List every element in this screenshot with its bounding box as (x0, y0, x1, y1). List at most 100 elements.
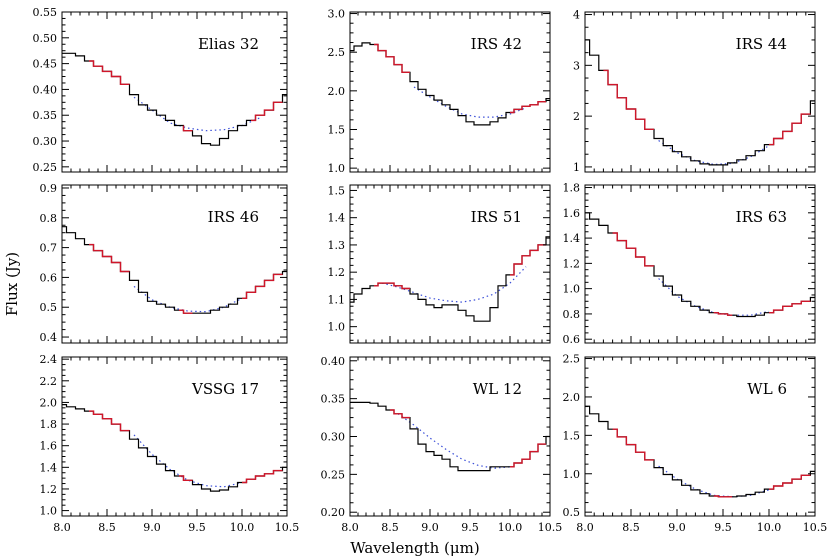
x-axis-title: Wavelength (μm) (350, 539, 479, 557)
spectrum-line (585, 212, 815, 318)
y-tick-label: 0.30 (321, 431, 346, 444)
panel-frame (349, 11, 551, 173)
x-tick-label: 8.5 (381, 521, 399, 534)
fit-region-1 (390, 409, 410, 419)
panel-title: IRS 44 (736, 35, 787, 53)
fit-region-1 (603, 69, 654, 130)
continuum-line (381, 266, 527, 303)
panel-frame (349, 184, 551, 344)
panel-grid: 0.25 0.30 0.35 0.40 0.45 0.50 0.55 Elias 32 1.0 1… (33, 6, 828, 534)
y-tick-label: 0.55 (33, 6, 58, 19)
y-tick-label: 1.2 (328, 266, 346, 279)
continuum-line (658, 139, 770, 166)
fit-region-3 (769, 300, 811, 314)
y-tick-label: 1.0 (328, 321, 346, 334)
y-tick-label: 1.2 (40, 483, 58, 496)
panel-title: WL 6 (747, 380, 787, 398)
y-tick-label: 2.2 (40, 375, 58, 388)
y-tick-label: 2.0 (40, 396, 58, 409)
continuum-line (133, 96, 261, 132)
fit-region-2 (510, 244, 546, 276)
panel-9: 8.0 8.5 9.0 9.5 10.0 10.5 0.5 1.0 1.5 2.0 2.5 WL 6 (563, 353, 828, 534)
panel-8: 8.0 8.5 9.0 9.5 10.0 10.5 0.20 0.25 0.30 0.35 0.40… (321, 355, 563, 534)
x-tick-label: 9.5 (714, 521, 732, 534)
y-tick-label: 0.50 (33, 32, 58, 45)
x-tick-label: 8.0 (576, 521, 594, 534)
fit-region-1 (89, 60, 130, 85)
fit-region-3 (242, 273, 283, 299)
panel-3: 1 2 3 4 IRS 44 (573, 9, 816, 174)
y-tick-label: 3.0 (328, 8, 346, 21)
y-tick-label: 1.2 (563, 257, 581, 270)
y-tick-label: 0.9 (40, 182, 58, 195)
panel-frame (584, 11, 816, 173)
fit-region-2 (179, 475, 193, 481)
panel-frame (584, 184, 816, 344)
y-tick-label: 1.6 (40, 440, 58, 453)
x-tick-label: 10.0 (230, 521, 255, 534)
panel-frame (584, 356, 816, 517)
fit-region-2 (182, 125, 193, 132)
y-tick-label: 0.8 (40, 212, 58, 225)
y-tick-label: 2.0 (563, 391, 581, 404)
y-tick-label: 0.6 (40, 271, 58, 284)
continuum-line (133, 434, 243, 488)
y-tick-label: 0.35 (33, 109, 58, 122)
y-tick-label: 1.5 (328, 184, 346, 197)
continuum-line (658, 278, 770, 316)
x-tick-label: 9.5 (188, 521, 206, 534)
panel-title: Elias 32 (198, 35, 259, 53)
y-tick-label: 4 (573, 9, 580, 22)
panel-title: WL 12 (473, 380, 522, 398)
x-tick-label: 9.0 (143, 521, 161, 534)
fit-region-3 (242, 469, 283, 484)
y-tick-label: 0.25 (33, 161, 58, 174)
panel-title: IRS 51 (471, 208, 522, 226)
y-tick-label: 1.8 (563, 182, 581, 195)
fit-region-1 (89, 410, 130, 432)
x-tick-label: 10.5 (538, 521, 563, 534)
x-tick-label: 9.0 (668, 521, 686, 534)
y-tick-label: 0.45 (33, 58, 58, 71)
spectrum-line (62, 52, 287, 146)
y-tick-label: 2.5 (563, 353, 581, 366)
y-tick-label: 1.5 (328, 123, 346, 136)
y-tick-label: 1.0 (40, 505, 58, 518)
fit-region-2 (769, 113, 811, 146)
y-tick-label: 1.6 (563, 207, 581, 220)
y-tick-label: 0.35 (321, 393, 346, 406)
fit-region-2 (510, 101, 546, 114)
panel-7: 8.0 8.5 9.0 9.5 10.0 10.5 1.0 1.2 1.4 1.6 1.8 2.0 2.… (40, 353, 300, 534)
y-tick-label: 0.40 (321, 355, 346, 368)
continuum-line (133, 285, 243, 313)
fit-region-1 (612, 428, 654, 461)
fit-region-2 (179, 309, 193, 314)
spectrum-line (350, 42, 550, 126)
y-tick-label: 1.8 (40, 418, 58, 431)
y-tick-label: 0.5 (40, 301, 58, 314)
y-tick-label: 1.4 (328, 212, 346, 225)
y-tick-label: 0.8 (563, 308, 581, 321)
continuum-line (397, 413, 511, 469)
x-tick-label: 8.0 (341, 521, 359, 534)
y-tick-label: 1.0 (328, 162, 346, 175)
continuum-line (658, 465, 770, 498)
panel-6: 0.6 0.8 1.0 1.2 1.4 1.6 1.8 IRS 63 (563, 182, 816, 346)
spectrum-line (585, 39, 815, 166)
x-tick-label: 10.5 (275, 521, 300, 534)
y-tick-label: 0.25 (321, 468, 346, 481)
panel-title: IRS 63 (736, 208, 787, 226)
x-tick-label: 8.5 (622, 521, 640, 534)
spectrum-line (62, 404, 287, 492)
y-tick-label: 2.5 (328, 46, 346, 59)
y-tick-label: 0.6 (563, 333, 581, 346)
y-tick-label: 0.4 (40, 331, 58, 344)
y-tick-label: 2.4 (40, 353, 58, 366)
panel-title: VSSG 17 (191, 380, 259, 398)
y-tick-label: 1.5 (563, 429, 581, 442)
panel-2: 1.0 1.5 2.0 2.5 3.0 IRS 42 (328, 8, 551, 175)
x-tick-label: 10.0 (498, 521, 523, 534)
y-tick-label: 1 (573, 161, 580, 174)
y-tick-label: 1.4 (40, 461, 58, 474)
